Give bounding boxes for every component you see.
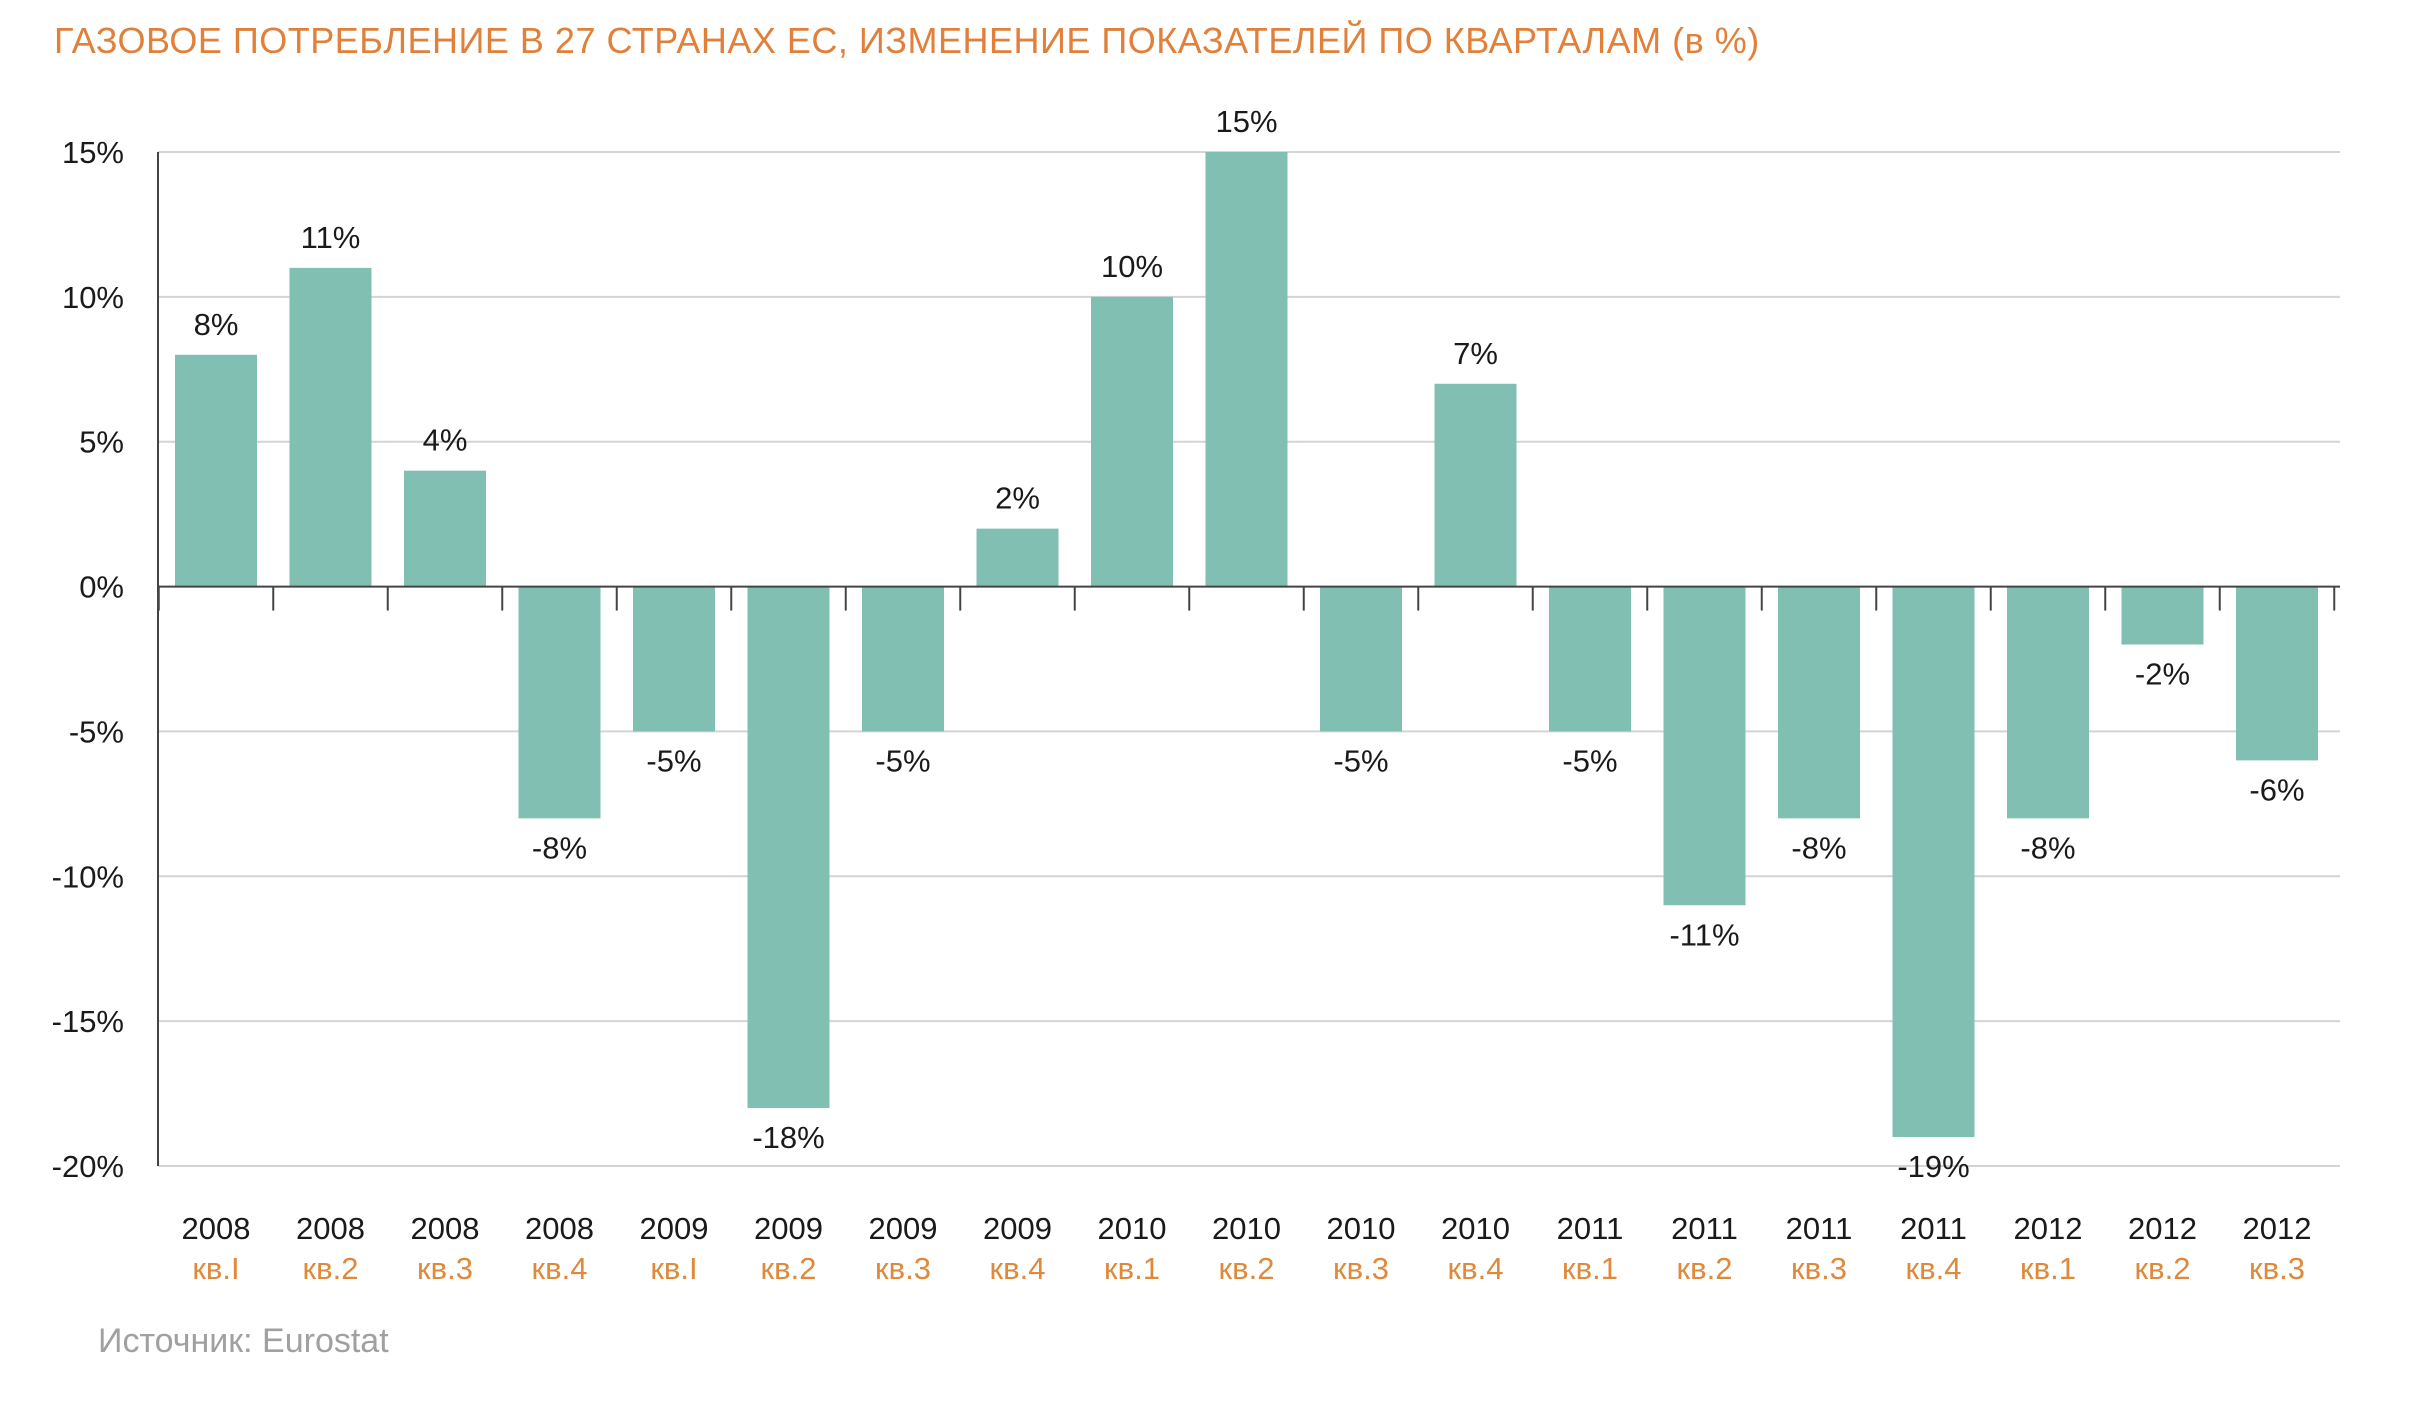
y-tick-label: 0% [79,570,124,605]
x-label-year: 2009 [640,1211,709,1246]
x-label-quarter: кв.4 [1906,1251,1962,1286]
data-label: 7% [1453,336,1498,371]
y-tick-label: 10% [62,280,124,315]
bar [2121,586,2204,645]
x-label-quarter: кв.3 [417,1251,473,1286]
data-label: -19% [1897,1149,1969,1184]
x-label-quarter: кв.4 [532,1251,588,1286]
bar [1320,586,1402,732]
x-label-year: 2011 [1557,1211,1624,1246]
x-label-year: 2009 [983,1211,1052,1246]
data-label: -8% [532,830,587,865]
data-labels: 8% 11% 4% -8% -5% -18% -5% 2% 10% 15% -5% 7% -5% -11%… [194,104,2305,1184]
bar [862,586,944,732]
x-label-quarter: кв.2 [1219,1251,1275,1286]
data-label: -2% [2135,657,2190,692]
x-label-quarter: кв.3 [1791,1251,1847,1286]
x-axis-category-labels: 2008 кв.I 2008 кв.2 2008 кв.3 2008 кв.4 2009 кв.I… [182,1211,2312,1286]
x-label-year: 2012 [2243,1211,2312,1246]
x-label-quarter: кв.2 [1677,1251,1733,1286]
x-label-quarter: кв.2 [761,1251,817,1286]
source-note: Источник: Eurostat [98,1322,389,1360]
x-label-quarter: кв.2 [2135,1251,2191,1286]
x-label-year: 2008 [525,1211,594,1246]
bar [1549,586,1631,732]
data-label: -5% [1333,743,1388,778]
x-label-quarter: кв.2 [303,1251,359,1286]
x-label-quarter: кв.1 [2020,1251,2076,1286]
x-label-year: 2012 [2128,1211,2197,1246]
x-label-year: 2008 [296,1211,365,1246]
bar [175,354,257,587]
bar [1663,586,1746,906]
x-label-quarter: кв.1 [1104,1251,1160,1286]
y-tick-label: -20% [52,1149,124,1184]
x-label-year: 2009 [754,1211,823,1246]
x-label-quarter: кв.4 [990,1251,1046,1286]
x-label-year: 2010 [1212,1211,1281,1246]
x-label-year: 2011 [1900,1211,1967,1246]
bar [1778,586,1860,819]
data-label: -5% [875,743,930,778]
bar [518,586,601,819]
x-label-year: 2011 [1671,1211,1738,1246]
bar [2236,586,2318,761]
data-label: -5% [646,743,701,778]
x-label-quarter: кв.I [192,1251,239,1286]
x-label-quarter: кв.1 [1562,1251,1618,1286]
data-label: -6% [2249,772,2304,807]
bar [1434,383,1517,587]
bar [1205,152,1288,587]
y-tick-label: -5% [69,714,124,749]
data-label: 15% [1215,104,1277,139]
x-label-quarter: кв.3 [875,1251,931,1286]
bar [404,470,486,587]
x-label-year: 2010 [1327,1211,1396,1246]
axes [157,152,2340,1166]
x-label-quarter: кв.3 [2249,1251,2305,1286]
data-label: 10% [1101,249,1163,284]
bars [175,152,2318,1138]
y-tick-label: -15% [52,1004,124,1039]
bar [1892,586,1975,1138]
data-label: -8% [2020,830,2075,865]
bar [747,586,830,1109]
x-label-year: 2011 [1786,1211,1853,1246]
x-label-quarter: кв.4 [1448,1251,1504,1286]
x-label-year: 2012 [2014,1211,2083,1246]
data-label: 8% [194,307,239,342]
y-tick-label: -10% [52,859,124,894]
data-label: 2% [995,481,1040,516]
y-tick-label: 5% [79,425,124,460]
data-label: -18% [752,1120,824,1155]
bar [633,586,715,732]
bar [976,528,1059,587]
x-label-year: 2009 [869,1211,938,1246]
x-label-year: 2010 [1441,1211,1510,1246]
data-label: -8% [1791,830,1846,865]
y-tick-label: 15% [62,135,124,170]
chart-title: ГАЗОВОЕ ПОТРЕБЛЕНИЕ В 27 СТРАНАХ ЕС, ИЗМ… [54,20,1760,61]
bar [2007,586,2089,819]
x-label-year: 2008 [411,1211,480,1246]
data-label: -5% [1562,743,1617,778]
data-label: 4% [423,423,468,458]
data-label: -11% [1669,917,1739,952]
data-label: 11% [301,220,361,255]
x-label-quarter: кв.3 [1333,1251,1389,1286]
x-label-year: 2008 [182,1211,251,1246]
y-axis-tick-labels: 15% 10% 5% 0% -5% -10% -15% -20% [52,135,124,1184]
x-label-year: 2010 [1098,1211,1167,1246]
bar [1091,296,1173,587]
x-label-quarter: кв.I [650,1251,697,1286]
bar [289,267,372,587]
